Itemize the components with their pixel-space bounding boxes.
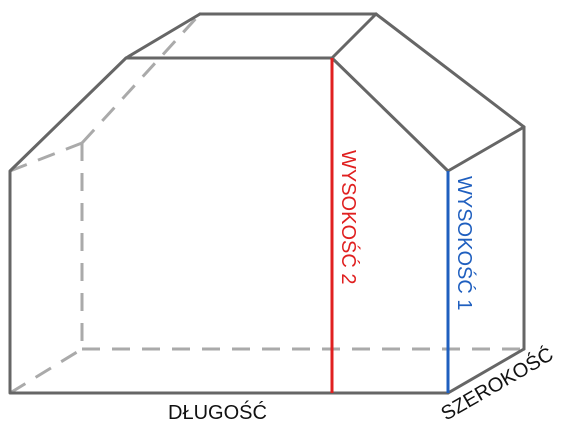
front-face-outline (8, 56, 450, 395)
hidden-back-slope-edge (80, 12, 202, 145)
right-bottom-depth-edge (446, 347, 526, 395)
hidden-edges (9, 12, 524, 395)
width-label: SZEROKOŚĆ (437, 342, 558, 426)
top-right-depth-edge (330, 12, 378, 60)
back-slope-edge (374, 12, 526, 129)
hidden-bottom-left-depth-edge (9, 347, 83, 395)
right-top-depth-edge (446, 125, 526, 173)
height2-label: WYSOKOŚĆ 2 (337, 150, 361, 284)
length-label: DŁUGOŚĆ (168, 400, 267, 424)
hidden-slope-left-depth-edge (9, 141, 83, 173)
height1-label: WYSOKOŚĆ 1 (453, 176, 477, 310)
top-left-depth-edge (124, 12, 202, 60)
